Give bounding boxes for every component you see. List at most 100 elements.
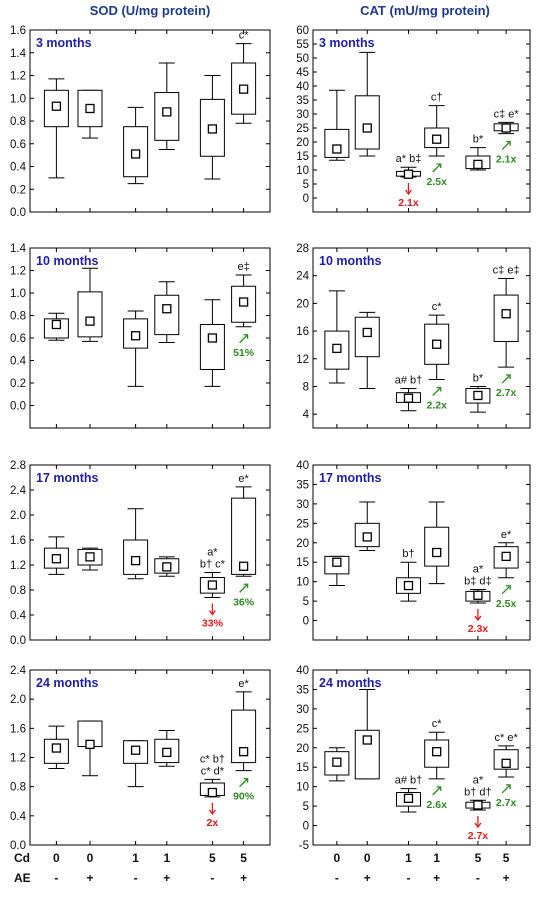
mean-marker — [432, 547, 442, 558]
fold-change-label: 2.1x — [496, 154, 517, 166]
panel-label: 24 months — [36, 676, 99, 690]
box-5 — [231, 691, 257, 772]
y-tick-label: 40 — [296, 460, 309, 472]
y-tick-label: 0.2 — [10, 184, 26, 196]
box-5 — [493, 745, 519, 778]
panel-cat-1: 4 8 12 16 20 24 28 10 months a# b† c* b* c‡ e‡ 2.2x 2… — [296, 243, 531, 429]
y-tick-label: 0.0 — [10, 840, 26, 852]
mean-marker — [432, 339, 442, 349]
fold-change-up: 36% — [233, 583, 255, 608]
fold-change-label: 2.1x — [398, 197, 419, 209]
y-tick-label: 30 — [296, 109, 309, 121]
mean-marker — [332, 343, 342, 354]
significance-label: c‡ e‡ — [493, 264, 520, 276]
fold-change-label: 2.3x — [468, 623, 489, 635]
box-4 — [465, 147, 491, 171]
y-tick-label: 0.0 — [10, 635, 26, 647]
mean-marker — [162, 107, 172, 117]
box-5 — [231, 274, 257, 328]
fold-change-up: 2.1x — [496, 140, 517, 166]
box-0 — [43, 78, 69, 179]
fold-change-up: 2.6x — [426, 786, 447, 811]
y-tick-label: 15 — [296, 151, 309, 163]
y-tick-label: 28 — [296, 243, 309, 255]
y-tick-label: -5 — [299, 840, 309, 852]
panel-sod-2: 0.0 0.4 0.8 1.2 1.6 2.0 2.4 2.8 17 months a*b† c*… — [10, 460, 271, 647]
y-tick-label: 0.4 — [10, 811, 27, 823]
box-3 — [154, 730, 180, 767]
mean-marker — [362, 735, 372, 745]
plot-frame — [29, 464, 271, 641]
column-title-sod: SOD (U/mg protein) — [90, 3, 211, 18]
y-tick-label: 0.4 — [10, 162, 27, 174]
y-tick-label: 0.4 — [10, 356, 27, 368]
mean-marker — [473, 800, 483, 810]
panel-cat-0: 0 5 10 15 20 25 30 35 40 45 50 55 60 3 months a* b‡ c† b… — [296, 25, 531, 213]
y-tick-label: 2.0 — [10, 510, 26, 522]
y-tick-label: 10 — [296, 782, 309, 794]
up-arrow-icon — [501, 585, 511, 595]
box-1 — [354, 311, 380, 390]
box-iqr — [77, 89, 103, 128]
box-iqr — [424, 526, 450, 567]
significance-label: e* — [501, 529, 512, 541]
down-arrow-head-icon — [474, 822, 482, 829]
y-tick-label: 1.2 — [10, 753, 26, 765]
up-arrow-head-icon — [506, 784, 511, 789]
y-tick-label: 5 — [303, 801, 309, 813]
y-tick-label: 0.8 — [10, 311, 26, 323]
significance-label: a* — [473, 563, 484, 575]
up-arrow-head-icon — [243, 334, 249, 339]
fold-change-down: 2.3x — [468, 609, 489, 635]
box-iqr — [77, 291, 103, 338]
box-2 — [123, 508, 149, 580]
mean-marker — [162, 562, 172, 572]
x-axis-category-value: - — [335, 871, 339, 885]
x-axis-row-label: Cd — [14, 851, 30, 865]
x-axis-category-value: + — [240, 871, 247, 885]
panels: 0.00.20.40.60.81.01.21.41.63 monthsc*051… — [10, 25, 531, 852]
down-arrow-head-icon — [208, 809, 216, 815]
y-tick-label: 0.6 — [10, 333, 26, 345]
y-tick-label: 8 — [303, 381, 309, 393]
box-4 — [199, 572, 225, 598]
fold-change-label: 2.5x — [426, 176, 447, 188]
fold-change-label: 36% — [233, 596, 255, 608]
significance-label: c* b† — [200, 753, 225, 765]
significance-label: a* — [473, 774, 484, 786]
y-tick-label: 30 — [296, 704, 309, 716]
fold-change-down: 2.1x — [398, 183, 419, 209]
y-tick-label: 60 — [296, 25, 309, 37]
fold-change-label: 33% — [202, 618, 224, 630]
mean-marker — [51, 554, 62, 564]
box-2 — [395, 388, 421, 412]
box-3 — [154, 62, 180, 150]
y-tick-label: 40 — [296, 81, 309, 93]
fold-change-label: 90% — [233, 791, 255, 803]
y-tick-label: 1.2 — [10, 560, 26, 572]
mean-marker — [207, 787, 218, 798]
box-5 — [231, 486, 257, 577]
up-arrow-head-icon — [243, 777, 249, 783]
box-iqr — [231, 62, 257, 115]
mean-marker — [403, 580, 414, 591]
up-arrow-icon — [239, 583, 249, 593]
up-arrow-head-icon — [436, 386, 442, 392]
y-tick-label: 20 — [296, 538, 309, 550]
up-arrow-head-icon — [243, 583, 249, 589]
mean-marker — [130, 149, 141, 159]
mean-marker — [130, 555, 141, 566]
mean-marker — [207, 124, 218, 134]
x-axis-category-value: - — [134, 871, 138, 885]
fold-change-label: 2.5x — [496, 598, 517, 610]
box-1 — [77, 720, 103, 777]
x-axis-category-value: - — [476, 871, 480, 885]
plot-frame — [312, 29, 531, 213]
x-axis-category-value: + — [86, 871, 93, 885]
panel-label: 17 months — [319, 471, 382, 485]
x-axis-category-value: 0 — [87, 851, 94, 865]
y-tick-label: 20 — [296, 743, 309, 755]
y-tick-label: 20 — [296, 137, 309, 149]
box-0 — [324, 89, 350, 161]
